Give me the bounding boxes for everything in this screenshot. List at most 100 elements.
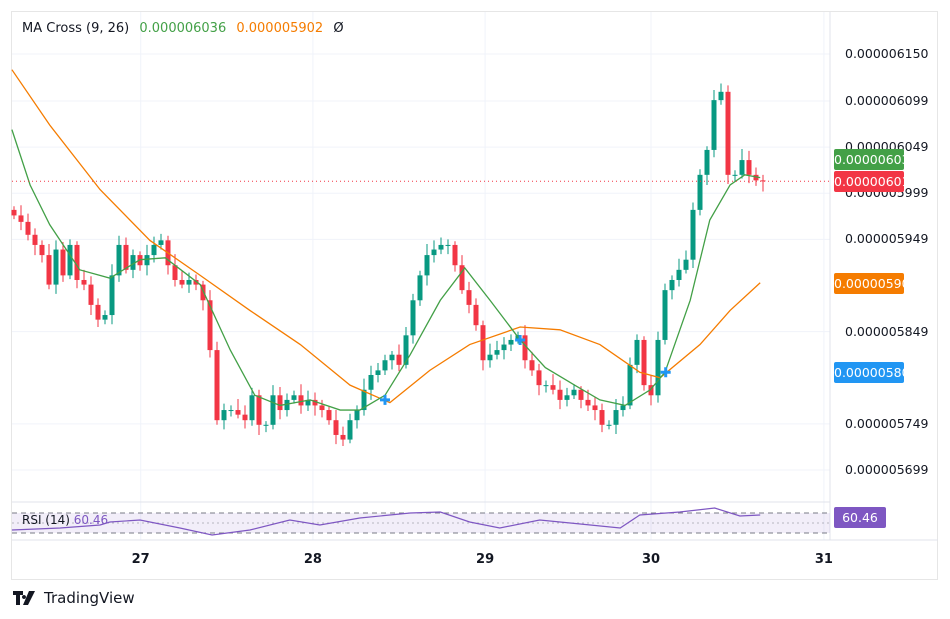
fast-ma-value: 0.000006036 xyxy=(139,21,227,36)
candle-down xyxy=(207,300,213,351)
candle-down xyxy=(396,354,402,365)
candle-down xyxy=(746,160,752,175)
slow-ma-value: 0.000005902 xyxy=(236,21,324,36)
candle-down xyxy=(578,389,584,400)
candle-up xyxy=(375,370,381,375)
candle-up xyxy=(382,360,388,371)
candle-up xyxy=(361,389,367,411)
candle-up xyxy=(662,290,668,340)
cross-marker xyxy=(380,394,390,405)
candle-up xyxy=(494,350,500,355)
rsi-name: RSI (14) xyxy=(22,513,70,527)
candle-down xyxy=(172,265,178,280)
x-tick-label: 31 xyxy=(814,552,833,567)
candle-down xyxy=(466,290,472,305)
candle-up xyxy=(144,255,150,266)
candle-down xyxy=(326,410,332,421)
candle-up xyxy=(571,389,577,396)
cross-marker xyxy=(515,334,526,345)
chart-frame xyxy=(11,11,938,580)
candle-down xyxy=(18,215,24,222)
candle-up xyxy=(655,339,661,396)
candle-up xyxy=(564,395,570,400)
candle-down xyxy=(641,339,647,386)
candle-down xyxy=(599,410,605,425)
candle-up xyxy=(669,279,675,291)
candle-up xyxy=(53,249,59,285)
candle-up xyxy=(410,300,416,336)
rsi-value: 60.46 xyxy=(73,513,109,527)
candle-down xyxy=(340,434,346,440)
candle-up xyxy=(158,240,164,245)
candle-up xyxy=(130,255,136,270)
y-tick-label: 0.000005699 xyxy=(845,462,929,477)
candle-up xyxy=(109,275,115,316)
candle-up xyxy=(620,405,626,411)
candle-down xyxy=(592,405,598,411)
y-tick-label: 0.000005849 xyxy=(845,323,929,339)
y-tick-label: 0.000005949 xyxy=(845,231,929,247)
candle-up xyxy=(732,174,738,176)
price-tag: 0.000006012 xyxy=(834,171,918,193)
symbol-icon: Ø xyxy=(333,21,344,36)
candle-up xyxy=(739,160,745,175)
candle-up xyxy=(228,410,234,412)
candle-down xyxy=(312,399,318,406)
candle-up xyxy=(417,275,423,301)
candle-down xyxy=(256,395,262,425)
candle-up xyxy=(508,339,514,345)
price-tag: 0.000006036 xyxy=(834,149,918,171)
candle-down xyxy=(81,279,87,285)
candle-down xyxy=(529,360,535,371)
tradingview-logo-icon xyxy=(13,591,35,605)
candle-down xyxy=(74,244,80,280)
rsi-line xyxy=(11,507,761,536)
candle-down xyxy=(480,325,486,361)
candle-up xyxy=(305,399,311,406)
candle-down xyxy=(550,385,556,390)
candle-down xyxy=(298,395,304,406)
candle-down xyxy=(60,249,66,276)
ma-cross-legend[interactable]: MA Cross (9, 26) 0.000006036 0.000005902… xyxy=(22,21,350,36)
candle-up xyxy=(438,244,444,250)
candle-up xyxy=(711,100,717,150)
candle-down xyxy=(39,244,45,256)
candle-down xyxy=(536,370,542,386)
candle-down xyxy=(753,174,759,181)
candle-up xyxy=(683,259,689,270)
x-tick-label: 29 xyxy=(476,552,495,567)
candle-down xyxy=(242,414,248,421)
candle-down xyxy=(32,234,38,245)
candle-down xyxy=(473,304,479,326)
candle-down xyxy=(277,395,283,411)
rsi-legend[interactable]: RSI (14) 60.46 xyxy=(22,513,108,527)
y-tick-label: 0.000005749 xyxy=(845,415,929,431)
x-tick-label: 30 xyxy=(641,552,661,567)
candle-up xyxy=(347,420,353,440)
candle-up xyxy=(102,315,108,320)
candle-down xyxy=(193,279,199,285)
brand-name: TradingView xyxy=(44,589,135,607)
candle-down xyxy=(200,284,206,301)
rsi-value-tag: 60.46 xyxy=(834,507,886,528)
candle-down xyxy=(557,389,563,400)
candle-down xyxy=(648,385,654,396)
candle-down xyxy=(123,244,129,270)
candle-up xyxy=(697,174,703,210)
tradingview-logo[interactable]: TradingView xyxy=(13,589,135,607)
candle-up xyxy=(291,395,297,400)
candle-up xyxy=(424,255,430,276)
candle-down xyxy=(46,255,52,285)
candle-up xyxy=(431,249,437,256)
candle-down xyxy=(235,410,241,415)
candle-up xyxy=(389,354,395,361)
candle-down xyxy=(319,405,325,411)
candle-up xyxy=(690,209,696,260)
candle-up xyxy=(501,344,507,351)
candle-down xyxy=(333,420,339,435)
candle-down xyxy=(25,221,31,235)
cross-marker xyxy=(660,367,671,378)
candle-up xyxy=(249,395,255,421)
candle-up xyxy=(284,399,290,411)
